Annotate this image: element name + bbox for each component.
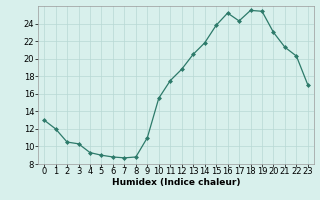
X-axis label: Humidex (Indice chaleur): Humidex (Indice chaleur) bbox=[112, 178, 240, 187]
